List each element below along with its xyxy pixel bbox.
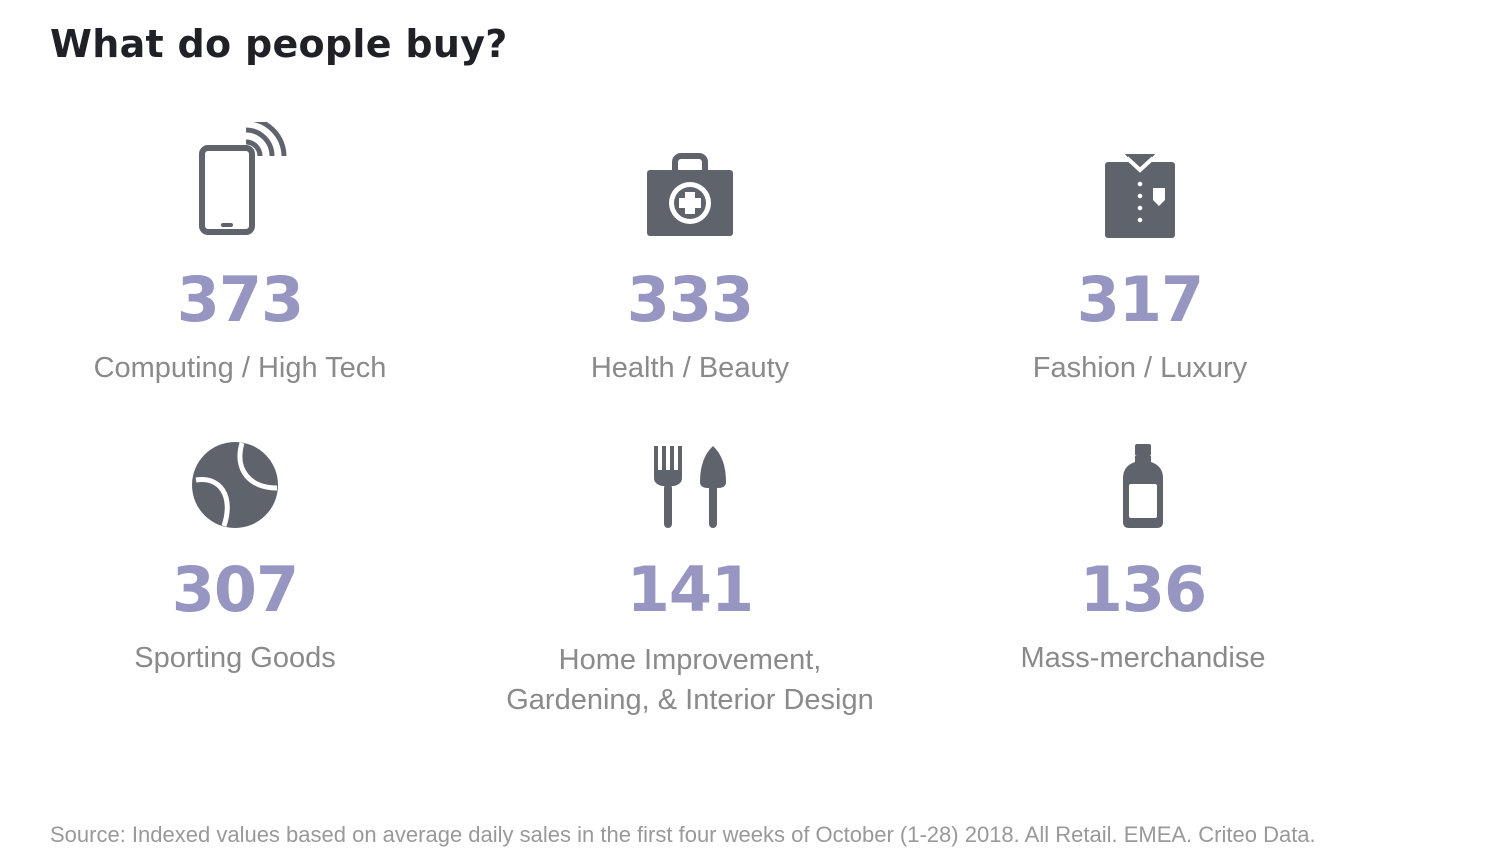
value-mass: 136 <box>1079 553 1207 626</box>
fork-trowel-icon <box>460 420 920 530</box>
label-mass: Mass-merchandise <box>1020 642 1266 674</box>
bottle-icon <box>913 420 1373 530</box>
value-sporting: 307 <box>171 553 299 626</box>
category-mass: 136 Mass-merchandise <box>913 420 1373 690</box>
page-title: What do people buy? <box>50 22 508 66</box>
tennis-ball-icon <box>5 420 465 530</box>
source-note: Source: Indexed values based on average … <box>50 822 1316 847</box>
value-computing: 373 <box>176 263 304 336</box>
value-fashion: 317 <box>1076 263 1204 336</box>
category-fashion: 317 Fashion / Luxury <box>910 130 1370 400</box>
label-health: Health / Beauty <box>590 352 790 384</box>
label-home-line2: Gardening, & Interior Design <box>506 684 874 716</box>
label-computing: Computing / High Tech <box>93 352 387 384</box>
label-home-line1: Home Improvement, <box>558 644 822 676</box>
label-sporting: Sporting Goods <box>134 642 336 674</box>
category-health: 333 Health / Beauty <box>460 130 920 400</box>
first-aid-kit-icon <box>460 130 920 240</box>
label-fashion: Fashion / Luxury <box>1032 352 1248 384</box>
value-health: 333 <box>626 263 754 336</box>
tablet-signal-icon <box>10 122 470 240</box>
value-home: 141 <box>626 553 754 626</box>
category-home: 141 Home Improvement, Gardening, & Inter… <box>460 420 920 720</box>
shirt-icon <box>910 130 1370 240</box>
category-sporting: 307 Sporting Goods <box>5 420 465 690</box>
category-computing: 373 Computing / High Tech <box>10 122 470 400</box>
